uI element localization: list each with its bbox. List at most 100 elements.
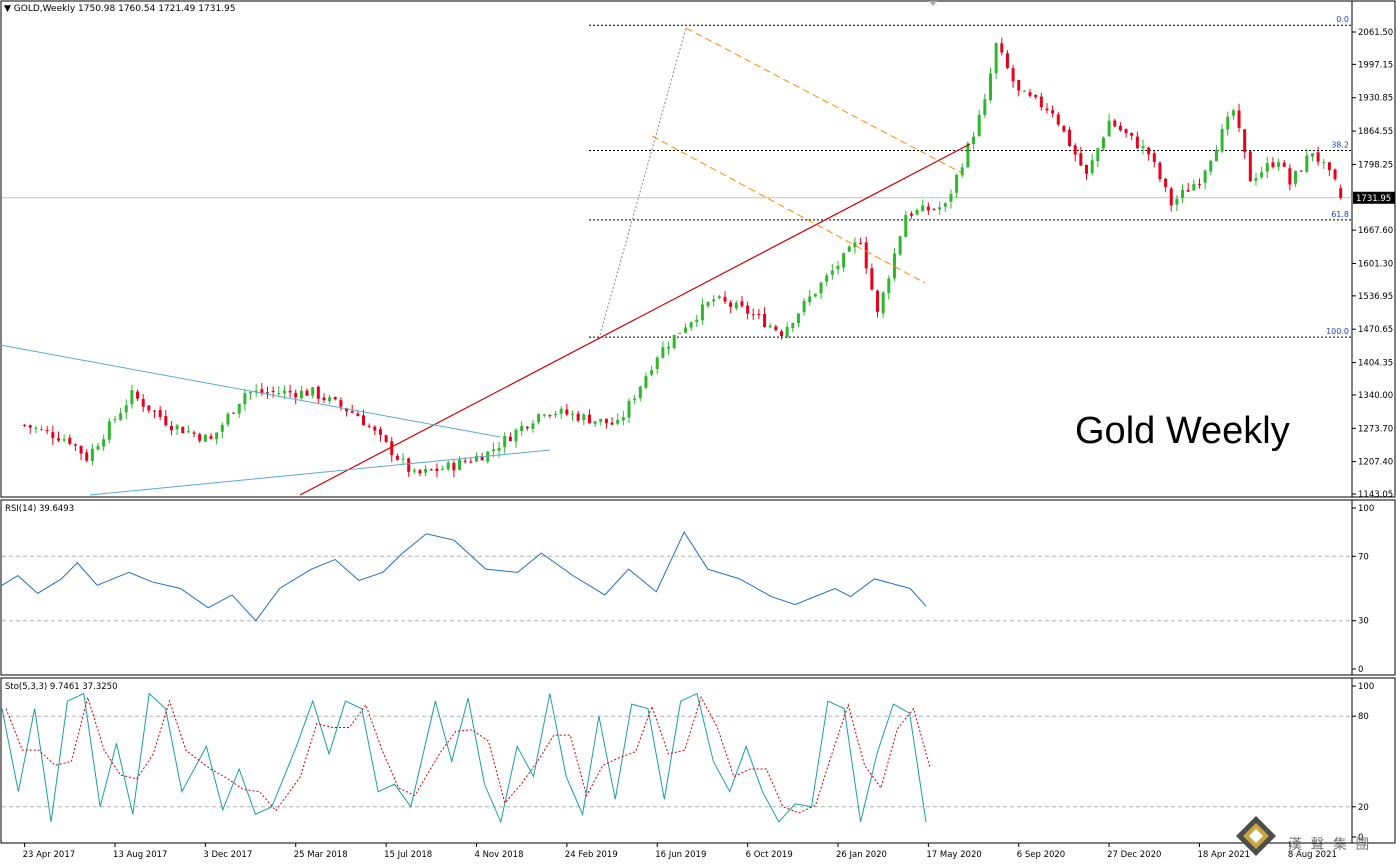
fib-level-label: 0.0 — [1336, 15, 1349, 24]
candle-body — [898, 236, 902, 255]
candle-body — [853, 242, 857, 248]
candle-body — [644, 376, 648, 388]
candle-body — [955, 174, 959, 193]
price-tick-label: 1798.25 — [1358, 160, 1393, 170]
candle-body — [441, 468, 445, 470]
candle-body — [435, 468, 439, 472]
candle-body — [1000, 43, 1004, 53]
watermark-logo-icon — [1236, 816, 1276, 856]
candle-body — [113, 419, 117, 421]
candle-body — [508, 436, 512, 441]
candle-body — [1096, 148, 1100, 162]
candle-body — [943, 203, 947, 207]
candle-body — [695, 319, 699, 323]
osc-tick-label: 30 — [1358, 617, 1369, 627]
candle-body — [220, 424, 224, 432]
candle-body — [186, 431, 190, 433]
candle-body — [960, 167, 964, 176]
fib-anchor-line — [599, 27, 687, 336]
osc-tick-label: 80 — [1358, 712, 1369, 722]
candle-body — [972, 136, 976, 144]
candle-body — [1045, 108, 1049, 111]
candle-body — [119, 413, 123, 420]
candle-body — [367, 425, 371, 427]
candle-body — [587, 414, 591, 424]
candle-body — [141, 398, 145, 407]
candle-body — [362, 415, 366, 426]
candle-body — [1011, 68, 1015, 82]
candle-body — [124, 405, 128, 413]
price-tick-label: 1143.05 — [1358, 490, 1393, 500]
candle-body — [1005, 53, 1009, 68]
candle-body — [339, 400, 343, 407]
candle-body — [356, 413, 360, 417]
candle-body — [661, 347, 665, 358]
symbol-label: GOLD,Weekly — [13, 4, 76, 14]
candle-body — [1101, 137, 1105, 149]
candle-body — [56, 438, 60, 441]
candle-body — [1056, 114, 1060, 125]
candle-body — [34, 427, 38, 429]
candle-body — [1231, 110, 1235, 116]
time-tick-label: 24 Feb 2019 — [565, 850, 618, 860]
candle-body — [1333, 169, 1337, 180]
ohlc-readout: 1750.98 1760.54 1721.49 1731.95 — [78, 4, 236, 14]
chart-annotation: Gold Weekly — [1075, 410, 1290, 452]
candle-body — [1164, 178, 1168, 187]
time-tick-label: 16 Jun 2019 — [655, 850, 706, 860]
candle-body — [232, 412, 236, 414]
candle-body — [345, 408, 349, 412]
price-tick-label: 1207.40 — [1358, 458, 1393, 468]
candle-body — [1152, 153, 1156, 162]
price-tick-label: 1536.95 — [1358, 292, 1393, 302]
candle-body — [463, 460, 467, 462]
candle-body — [1186, 189, 1190, 192]
candle-body — [203, 434, 207, 442]
candle-body — [1237, 110, 1241, 128]
candle-body — [1254, 178, 1258, 181]
time-tick-label: 17 May 2020 — [926, 850, 981, 860]
candle-body — [90, 448, 94, 461]
candle-body — [537, 413, 541, 423]
candle-body — [282, 390, 286, 394]
watermark: 漢 聲 集 團 — [1232, 812, 1392, 860]
candle-body — [237, 403, 241, 414]
candle-body — [1277, 162, 1281, 167]
candle-body — [412, 470, 416, 472]
candle-body — [621, 417, 625, 421]
candle-body — [915, 209, 919, 215]
candle-body — [1339, 188, 1343, 198]
candle-body — [926, 206, 930, 211]
candle-body — [1135, 136, 1139, 149]
candle-body — [734, 302, 738, 309]
time-tick-label: 25 Mar 2018 — [294, 850, 348, 860]
candle-body — [700, 304, 704, 321]
candle-body — [763, 314, 767, 328]
candle-body — [1175, 198, 1179, 205]
candle-body — [23, 424, 27, 426]
candle-body — [672, 334, 676, 349]
candle-body — [712, 299, 716, 302]
last-price-box — [1353, 191, 1395, 204]
candle-body — [1265, 163, 1269, 172]
candle-body — [616, 419, 620, 424]
price-tick-label: 1930.85 — [1358, 94, 1393, 104]
time-tick-label: 18 Apr 2021 — [1197, 850, 1250, 860]
candle-body — [373, 426, 377, 431]
dropdown-triangle-icon[interactable]: ▼ — [4, 4, 11, 14]
candle-body — [746, 305, 750, 314]
fib-level-label: 100.0 — [1326, 327, 1349, 336]
candle-body — [1073, 145, 1077, 155]
candle-body — [604, 418, 608, 424]
watermark-text: 漢 聲 集 團 — [1288, 837, 1372, 853]
candle-body — [192, 432, 196, 434]
candle-body — [418, 470, 422, 474]
candle-body — [215, 432, 219, 440]
candle-body — [68, 437, 72, 444]
candle-body — [876, 290, 880, 312]
fib-level-label: 38.2 — [1331, 140, 1349, 149]
price-tick-label: 1601.30 — [1358, 259, 1393, 269]
scroll-marker-icon — [929, 1, 937, 6]
candle-body — [638, 386, 642, 399]
